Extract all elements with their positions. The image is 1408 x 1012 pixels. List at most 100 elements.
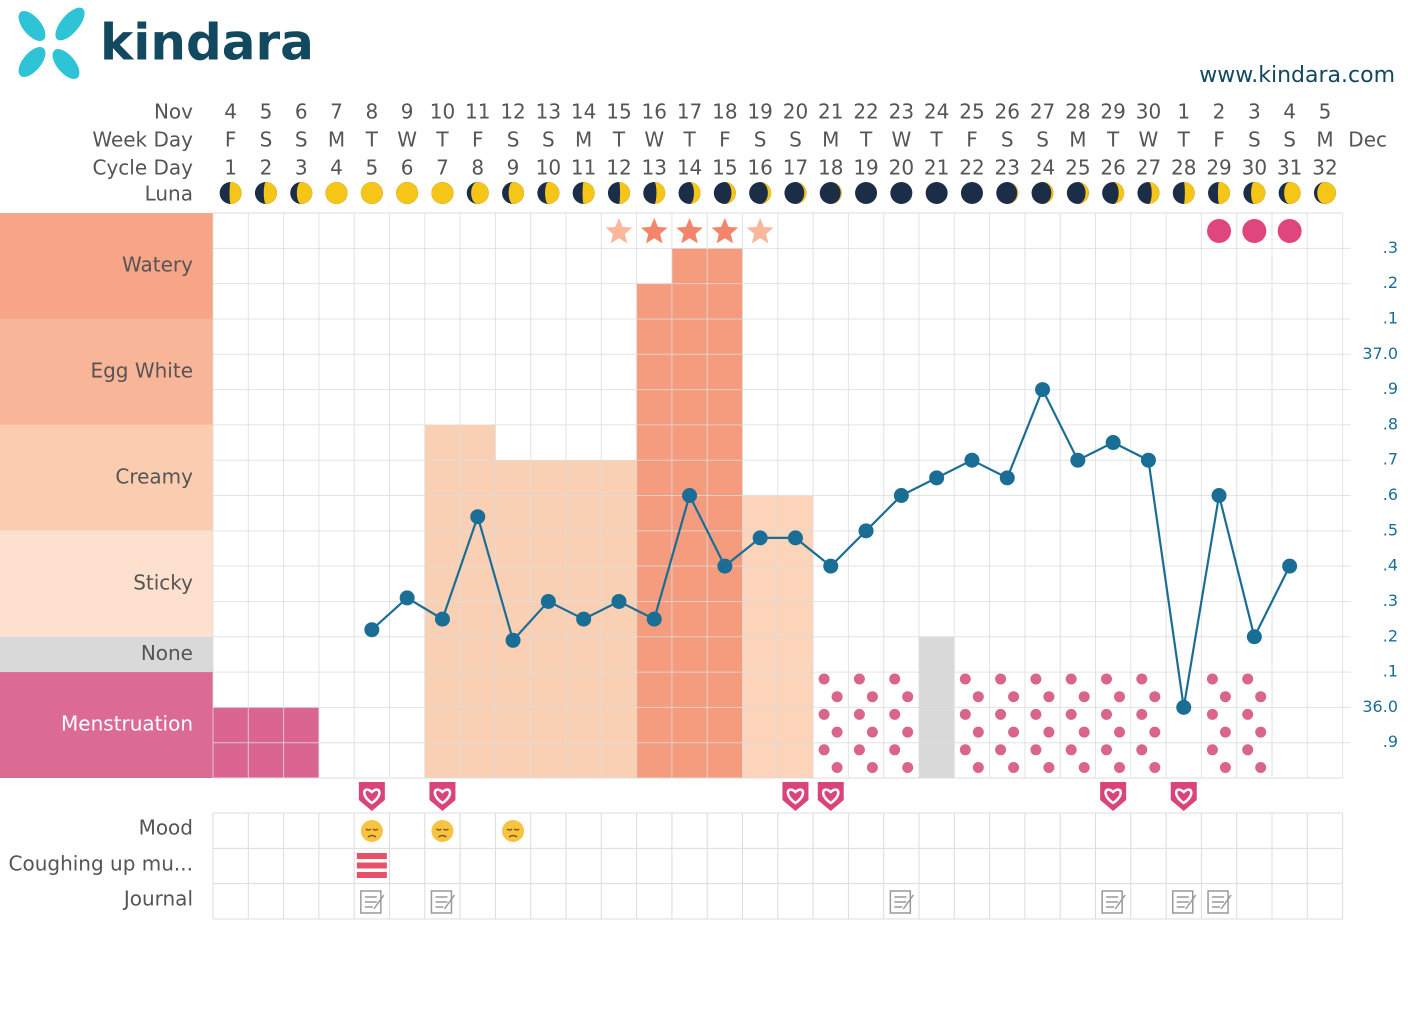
y-tick-label: .1	[1383, 662, 1398, 681]
temperature-point	[1070, 452, 1086, 468]
weekday-label: F	[1213, 128, 1225, 152]
cycle-day-label: 7	[436, 156, 449, 180]
cycle-day-label: 14	[677, 156, 702, 180]
moon-lit	[689, 182, 701, 204]
temperature-point	[682, 488, 698, 503]
heart	[433, 788, 452, 805]
temperature-point	[1211, 488, 1227, 503]
cycle-day-label: 19	[853, 156, 878, 180]
intercourse-badge	[1100, 782, 1127, 811]
fluid-bar	[707, 248, 743, 778]
period-dot	[1242, 219, 1267, 243]
row-label: Week Day	[92, 128, 193, 152]
moon	[1031, 182, 1054, 204]
date-label: 29	[1100, 100, 1125, 124]
date-label: 30	[1136, 100, 1161, 124]
spotting-dot	[889, 744, 901, 756]
moon-lit	[1251, 182, 1266, 204]
mood-emoji	[360, 820, 383, 842]
cycle-day-label: 12	[606, 156, 631, 180]
weekday-label: T	[1177, 128, 1191, 152]
weekday-label: S	[295, 128, 308, 152]
temperature-point	[858, 523, 874, 539]
logo-mark	[18, 7, 85, 79]
y-tick-label: .5	[1383, 520, 1398, 539]
heart	[363, 788, 381, 805]
spotting-dot	[1219, 726, 1231, 738]
weekday-label: S	[1001, 128, 1014, 152]
moon-lit	[545, 182, 560, 204]
spotting	[1030, 673, 1055, 773]
spotting-dot	[1101, 744, 1112, 756]
date-label: 5	[260, 100, 273, 124]
date-label: 4	[224, 100, 237, 124]
date-label: 27	[1030, 100, 1055, 124]
intercourse-badge	[429, 782, 456, 811]
cycle-day-label: 22	[959, 156, 984, 180]
journal-lines	[435, 894, 456, 910]
cycle-day-label: 10	[536, 156, 561, 180]
spotting	[1242, 673, 1267, 773]
temperature-point	[434, 611, 450, 627]
weekday-label: F	[966, 128, 978, 152]
ovulation-star	[746, 218, 774, 244]
spotting-dot	[1242, 673, 1254, 685]
weekday-label: F	[225, 128, 237, 152]
cycle-day-label: 23	[995, 156, 1020, 180]
moon	[890, 182, 913, 204]
journal-lines	[1106, 894, 1126, 910]
weekday-label: T	[1106, 128, 1120, 152]
date-label: 3	[1248, 100, 1261, 124]
intercourse-badge	[782, 782, 809, 811]
date-label: 11	[465, 100, 490, 124]
cycle-day-label: 6	[401, 156, 414, 180]
cough-bar	[356, 862, 387, 869]
y-tick-label: 36.0	[1362, 697, 1398, 716]
fluid-label: Egg White	[90, 358, 193, 382]
weekday-label: T	[435, 128, 449, 152]
moon	[784, 182, 807, 204]
temperature-point	[823, 558, 839, 574]
cycle-day-label: 31	[1277, 156, 1302, 180]
moon-lit	[1183, 182, 1195, 204]
spotting-dot	[1078, 691, 1090, 703]
spotting-dot	[889, 708, 901, 720]
spotting-dot	[1206, 708, 1218, 720]
spotting-dot	[1114, 691, 1125, 703]
spotting-dot	[1136, 673, 1148, 685]
cycle-day-label: 17	[783, 156, 808, 180]
spotting-dot	[818, 744, 830, 756]
ovulation-star	[676, 218, 703, 244]
cycle-day-label: 18	[818, 156, 843, 180]
spotting-dot	[1242, 708, 1254, 720]
fluid-bar	[671, 248, 708, 778]
moon	[996, 182, 1019, 204]
weekday-label: S	[1248, 128, 1261, 152]
date-label: 13	[536, 100, 561, 124]
temperature-point	[1246, 629, 1262, 645]
cycle-day-label: 20	[889, 156, 914, 180]
temperature-point	[999, 470, 1015, 486]
spotting-dot	[866, 691, 878, 703]
y-tick-label: .3	[1383, 238, 1398, 257]
heart	[822, 788, 840, 805]
temperature-point	[364, 622, 380, 638]
mood-emoji	[502, 820, 525, 842]
spotting-dot	[972, 762, 984, 773]
fluid-band	[0, 318, 213, 425]
spotting-dot	[972, 691, 984, 703]
temperature-point	[787, 530, 803, 546]
spotting-dot	[902, 762, 914, 773]
y-tick-label: .6	[1383, 485, 1398, 504]
fluid-band	[0, 530, 213, 637]
temperature-point	[929, 470, 945, 486]
fluid-label: Creamy	[115, 464, 193, 488]
moon-lit	[1217, 182, 1231, 204]
temperature-point	[1035, 382, 1051, 398]
moon	[1066, 182, 1089, 204]
moon-lit	[760, 182, 772, 204]
weekday-label: M	[822, 128, 839, 152]
fluid-bar	[601, 460, 637, 778]
spotting-dot	[853, 708, 865, 720]
cycle-day-label: 9	[507, 156, 520, 180]
